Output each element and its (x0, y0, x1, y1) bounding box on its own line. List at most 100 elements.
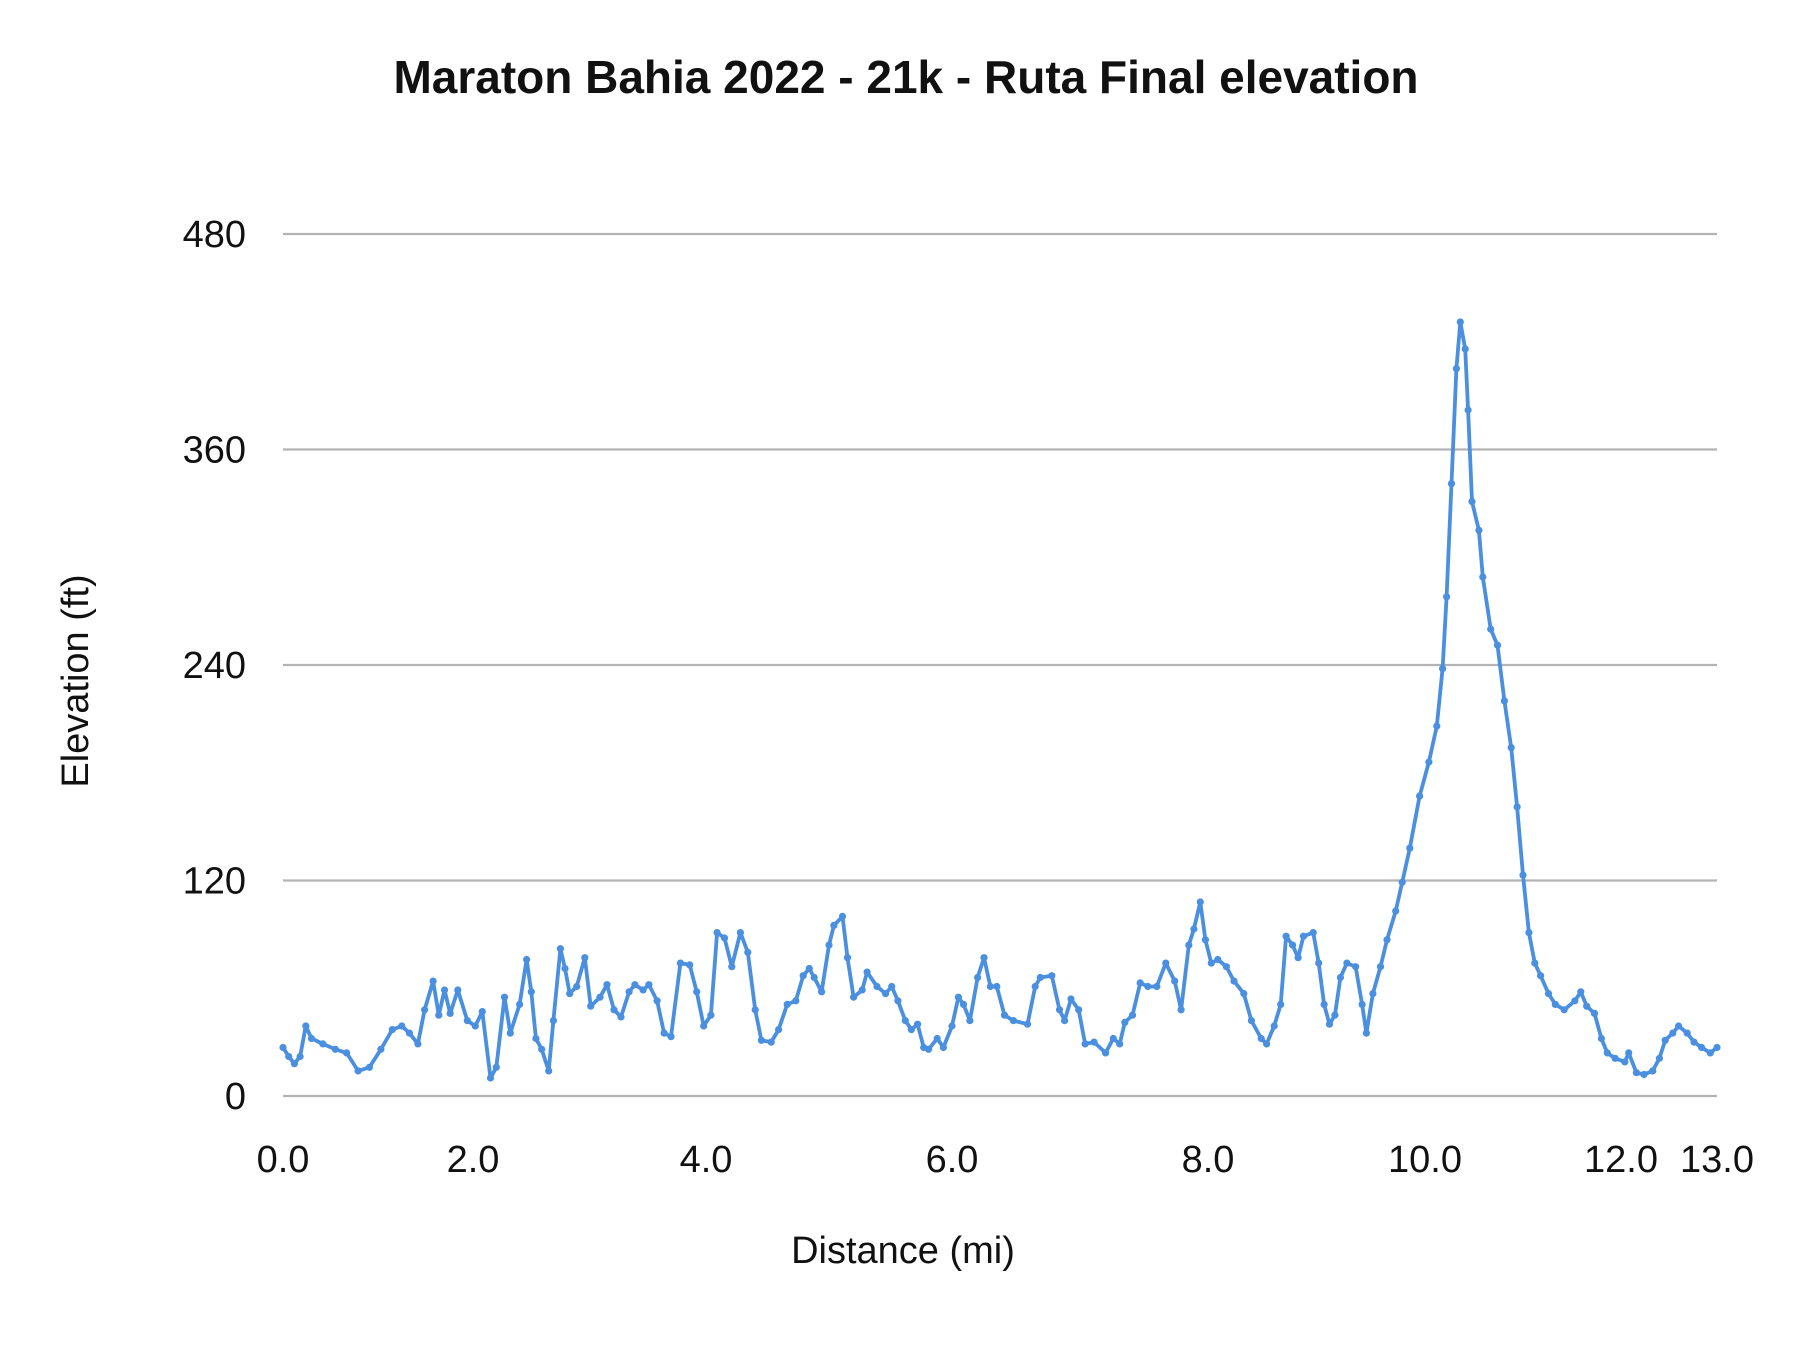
x-tick-label: 4.0 (680, 1139, 733, 1181)
data-point (1315, 959, 1323, 967)
data-point (1452, 365, 1460, 373)
data-point (783, 1000, 791, 1009)
x-axis-ticks: 0.0 2.0 4.0 6.0 8.0 10.0 12.0 13.0 (257, 1139, 1754, 1181)
data-point (830, 921, 838, 930)
data-point (888, 982, 896, 991)
data-point (1109, 1034, 1117, 1043)
data-point (1153, 982, 1161, 991)
data-point (1325, 1020, 1334, 1028)
data-point (596, 993, 604, 1001)
data-point (1185, 941, 1193, 949)
data-point (1640, 1070, 1648, 1079)
data-point (343, 1049, 351, 1057)
data-point (307, 1034, 316, 1043)
chart-title: Maraton Bahia 2022 - 21k - Ruta Final el… (393, 51, 1418, 103)
data-point (1487, 625, 1495, 633)
data-point (1136, 979, 1144, 987)
data-point (377, 1045, 385, 1053)
y-axis-ticks: 0 120 240 360 480 (183, 214, 246, 1118)
data-point (954, 993, 963, 1001)
data-point (1102, 1049, 1110, 1057)
data-point (980, 954, 988, 962)
data-point (993, 982, 1001, 991)
data-point (617, 1013, 625, 1021)
data-point (1309, 929, 1317, 937)
data-point (587, 1002, 595, 1010)
data-point (1320, 1000, 1328, 1009)
data-point (1247, 1017, 1255, 1025)
data-point (1560, 1006, 1568, 1014)
data-point (959, 1000, 968, 1009)
data-point (1675, 1022, 1683, 1030)
data-point (471, 1022, 479, 1030)
data-point (566, 990, 574, 998)
data-point (302, 1022, 310, 1030)
gridlines (283, 232, 1717, 1098)
y-tick-label: 120 (183, 861, 246, 903)
data-point (1603, 1049, 1611, 1057)
data-point (1048, 972, 1056, 980)
data-point (986, 982, 995, 991)
data-point (631, 981, 639, 989)
data-point (744, 948, 752, 956)
data-point (1577, 988, 1585, 996)
data-point (1177, 1006, 1185, 1014)
data-point (1190, 925, 1198, 933)
data-point (398, 1022, 406, 1030)
data-point (1433, 722, 1441, 730)
data-point (1661, 1036, 1669, 1044)
data-point (858, 986, 866, 994)
data-point (405, 1029, 413, 1037)
data-point (1500, 697, 1508, 705)
data-point (1299, 932, 1308, 940)
data-point (1544, 990, 1553, 998)
y-tick-label: 360 (183, 430, 246, 472)
data-point (799, 972, 807, 980)
data-point (1398, 878, 1406, 886)
data-point (1263, 1040, 1271, 1048)
data-point (1590, 1009, 1599, 1018)
data-point (1461, 345, 1469, 353)
data-point (792, 997, 800, 1005)
data-point (1669, 1029, 1677, 1037)
data-point (290, 1060, 298, 1068)
data-point (767, 1038, 775, 1046)
data-point (1128, 1011, 1137, 1019)
data-point (1222, 963, 1230, 971)
data-point (1270, 1022, 1278, 1030)
data-point (1067, 995, 1075, 1003)
data-point (1525, 929, 1533, 937)
data-point (581, 954, 589, 962)
data-point (1144, 982, 1152, 991)
data-point (478, 1008, 486, 1016)
data-point (1196, 898, 1204, 906)
data-point (843, 954, 852, 962)
data-point (1649, 1067, 1657, 1075)
data-point (948, 1022, 956, 1030)
data-point (974, 973, 982, 982)
data-point (1376, 963, 1385, 971)
data-point (1289, 941, 1297, 949)
data-point (463, 1017, 471, 1025)
data-point (279, 1043, 287, 1052)
data-point (850, 993, 858, 1001)
data-point (1537, 972, 1545, 980)
data-point (1416, 792, 1424, 800)
data-point (1531, 959, 1539, 967)
data-point (645, 981, 653, 989)
data-point (825, 941, 833, 949)
data-point (492, 1063, 500, 1071)
data-point (1369, 990, 1377, 998)
data-point (1162, 959, 1170, 967)
data-point (454, 986, 462, 994)
data-point (1294, 954, 1302, 962)
data-point (1240, 990, 1248, 998)
x-tick-label: 8.0 (1182, 1139, 1235, 1181)
data-point (414, 1040, 422, 1048)
data-point (1116, 1040, 1124, 1048)
data-point (1036, 973, 1044, 982)
data-point (882, 990, 890, 998)
x-tick-label: 10.0 (1388, 1139, 1462, 1181)
data-point (914, 1020, 922, 1028)
data-point (1171, 977, 1179, 985)
